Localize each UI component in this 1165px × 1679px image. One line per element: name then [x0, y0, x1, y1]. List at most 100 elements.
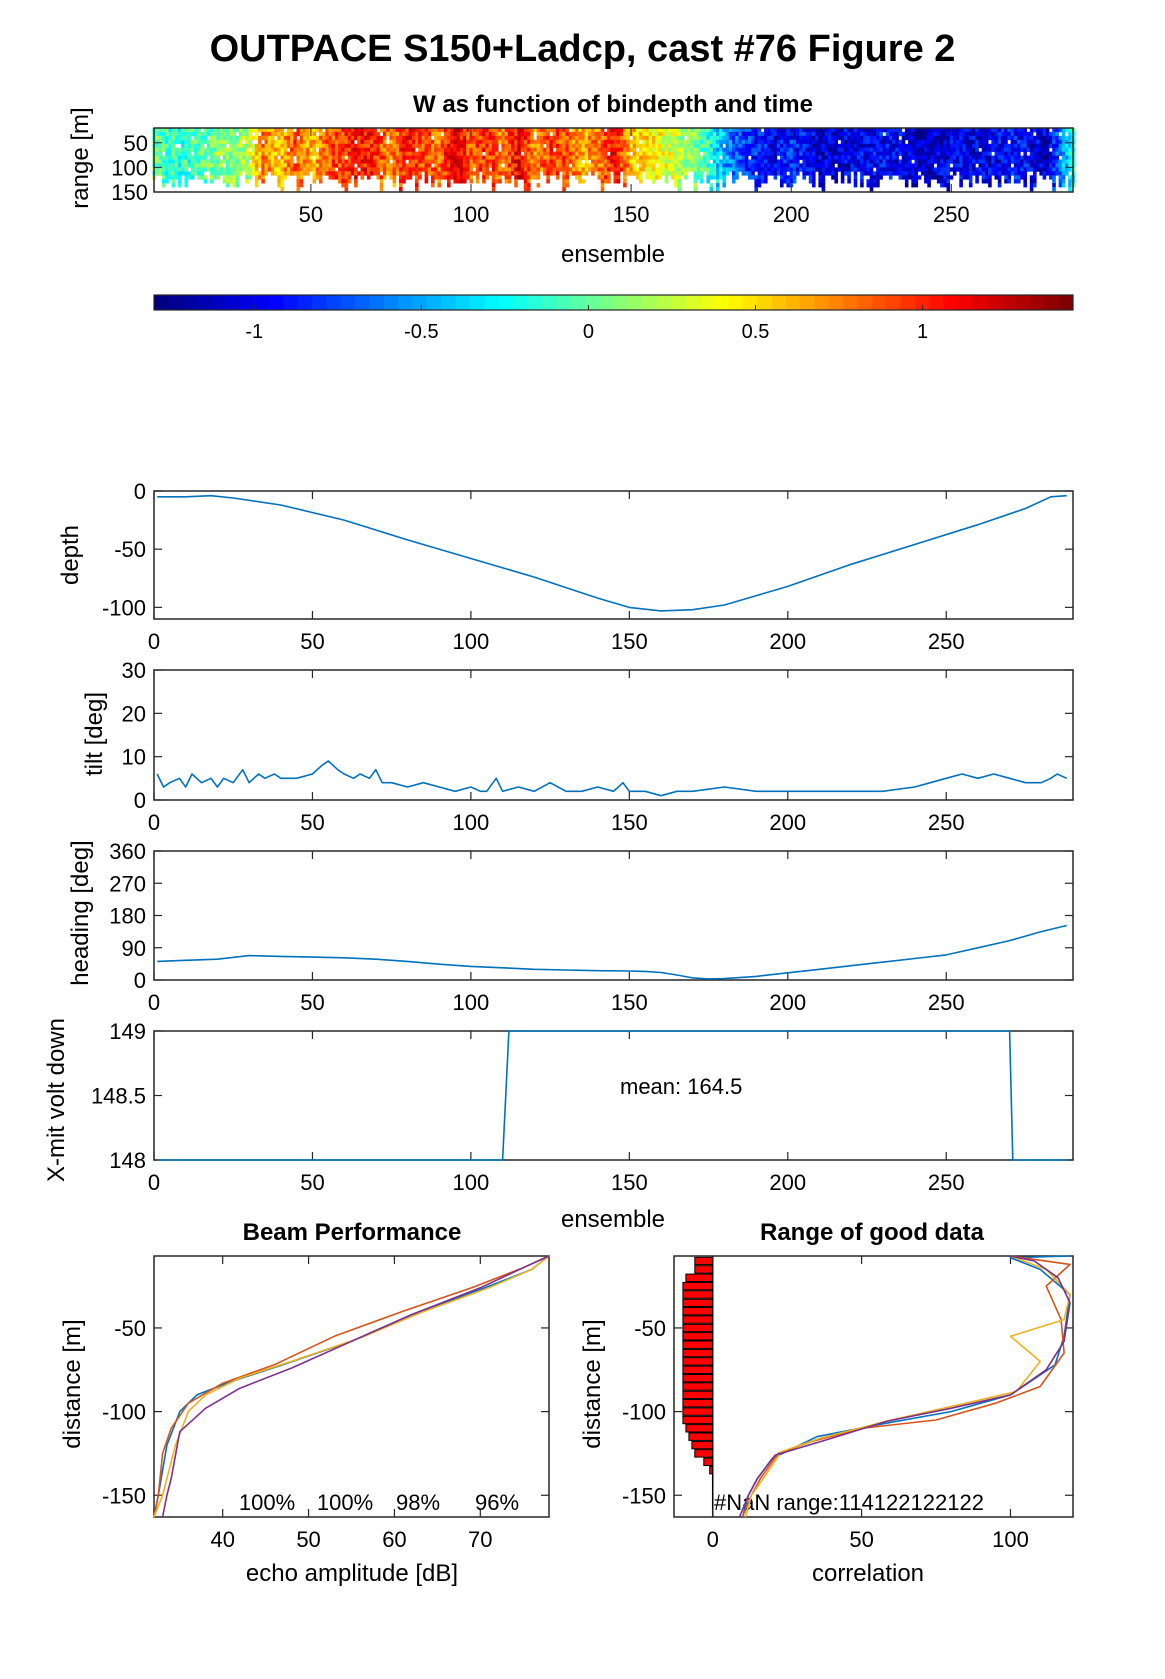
w-heatmap-cell — [341, 128, 345, 133]
w-heatmap-cell — [600, 139, 605, 145]
w-heatmap-cell — [738, 143, 742, 149]
w-heatmap-cell — [290, 159, 294, 164]
w-heatmap-cell — [1055, 155, 1059, 160]
w-heatmap-cell — [245, 135, 249, 141]
w-heatmap-cell — [981, 163, 986, 168]
w-heatmap-cell — [844, 151, 848, 156]
w-heatmap-cell — [735, 155, 739, 160]
w-heatmap-cell — [581, 139, 586, 145]
w-heatmap-cell — [565, 143, 570, 149]
w-heatmap-cell — [1023, 131, 1027, 137]
w-heatmap-cell — [764, 135, 768, 141]
range-good-beam-3-line — [744, 1255, 1071, 1518]
w-heatmap-cell — [610, 163, 614, 168]
w-heatmap-cell — [334, 131, 339, 137]
w-heatmap-cell — [712, 131, 717, 137]
w-heatmap-cell — [370, 167, 374, 172]
w-heatmap-cell — [370, 155, 374, 160]
w-heatmap-cell — [338, 131, 342, 137]
w-heatmap-cell — [389, 151, 393, 156]
w-heatmap-cell — [549, 151, 554, 156]
w-heatmap-cell — [591, 163, 595, 168]
w-heatmap-cell — [658, 135, 662, 141]
w-heatmap-cell — [184, 167, 188, 172]
w-heatmap-cell — [1001, 159, 1005, 164]
beam-perf-xtick-label: 50 — [296, 1527, 320, 1552]
w-heatmap-cell — [760, 139, 765, 145]
w-heatmap-cell — [965, 175, 970, 180]
w-heatmap-cell — [213, 167, 217, 172]
w-heatmap-cell — [872, 151, 877, 156]
heading-ytick-label: 0 — [134, 968, 146, 993]
w-heatmap-cell — [764, 179, 768, 184]
w-heatmap-cell — [613, 147, 618, 152]
w-heatmap-cell — [767, 139, 771, 145]
w-heatmap-cell — [325, 159, 329, 164]
w-heatmap-cell — [757, 167, 762, 172]
w-heatmap-cell — [792, 159, 797, 164]
w-heatmap-cell — [421, 147, 425, 152]
w-heatmap-cell — [690, 159, 694, 164]
w-heatmap-cell — [706, 131, 710, 137]
w-heatmap-cell — [1042, 171, 1047, 176]
w-heatmap-cell — [261, 179, 265, 184]
w-heatmap-cell — [475, 151, 480, 156]
w-heatmap-cell — [952, 155, 957, 160]
w-heatmap-cell — [475, 135, 480, 141]
w-heatmap-cell — [908, 171, 912, 176]
w-heatmap-cell — [744, 139, 749, 145]
w-heatmap-cell — [1029, 159, 1034, 164]
w-heatmap-cell — [261, 155, 265, 160]
w-heatmap-cell — [661, 147, 666, 152]
w-heatmap-cell — [677, 155, 682, 160]
w-heatmap-cell — [523, 128, 528, 133]
w-heatmap-cell — [908, 147, 912, 152]
w-heatmap-cell — [619, 131, 624, 137]
w-heatmap-cell — [687, 143, 691, 149]
w-heatmap-cell — [603, 147, 608, 152]
w-heatmap-cell — [1013, 147, 1018, 152]
w-heatmap-cell — [181, 167, 185, 172]
w-heatmap-cell — [1049, 131, 1053, 137]
w-heatmap-cell — [1001, 163, 1005, 168]
w-heatmap-cell — [267, 155, 272, 160]
w-heatmap-cell — [578, 139, 582, 145]
colorbar-segment — [340, 295, 356, 310]
w-heatmap-cell — [216, 155, 220, 160]
w-heatmap-cell — [802, 167, 806, 172]
w-heatmap-cell — [162, 131, 166, 137]
w-heatmap-cell — [453, 131, 457, 137]
w-heatmap-cell — [834, 151, 838, 156]
w-heatmap-cell — [642, 155, 646, 160]
range-good-hist-bar — [682, 1298, 714, 1308]
w-heatmap-cell — [744, 155, 749, 160]
w-heatmap-cell — [824, 155, 829, 160]
w-heatmap-cell — [597, 155, 602, 160]
w-heatmap-cell — [392, 151, 397, 156]
w-heatmap-cell — [1049, 175, 1053, 180]
w-heatmap-cell — [965, 131, 970, 137]
w-heatmap-cell — [1033, 151, 1037, 156]
w-heatmap-cell — [783, 131, 787, 137]
w-heatmap-cell — [254, 131, 259, 137]
w-heatmap-cell — [991, 139, 995, 145]
w-heatmap-cell — [322, 159, 326, 164]
w-heatmap-cell — [616, 155, 621, 160]
w-heatmap-cell — [363, 139, 368, 145]
w-heatmap-cell — [200, 131, 204, 137]
w-heatmap-cell — [1055, 143, 1059, 149]
w-heatmap-cell — [600, 128, 605, 133]
w-heatmap-cell — [1001, 171, 1005, 176]
w-heatmap-cell — [338, 159, 342, 164]
w-heatmap-cell — [687, 163, 691, 168]
w-heatmap-cell — [363, 151, 368, 156]
w-heatmap-cell — [1058, 139, 1063, 145]
w-heatmap-cell — [418, 139, 422, 145]
w-heatmap-cell — [655, 175, 659, 180]
w-heatmap-cell — [527, 151, 531, 156]
w-heatmap-cell — [991, 147, 995, 152]
w-heatmap-cell — [808, 128, 813, 133]
w-heatmap-cell — [658, 131, 662, 137]
w-heatmap-cell — [591, 171, 595, 176]
w-heatmap-cell — [805, 147, 810, 152]
